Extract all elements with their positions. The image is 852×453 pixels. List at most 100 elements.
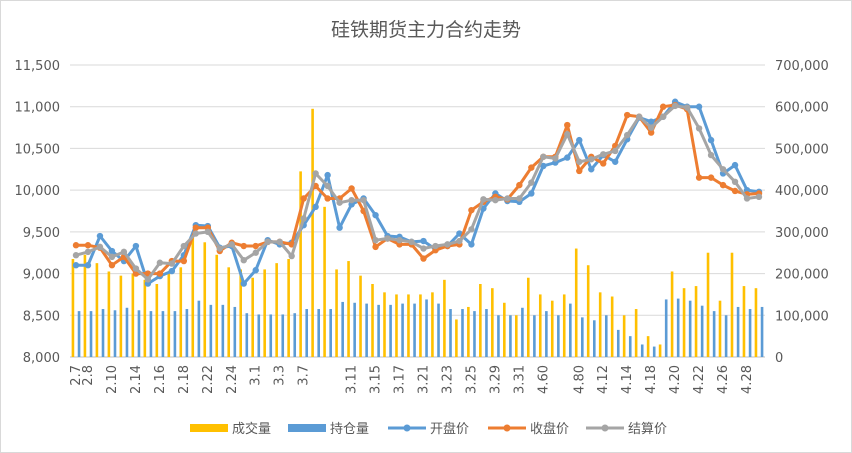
open-interest-bar [233,306,237,357]
open-interest-bar [209,304,213,357]
open-price-point [312,203,319,211]
settlement-price-point [408,238,415,246]
open-interest-bar [365,303,368,357]
open-price-point [108,247,116,255]
close-price-point [180,257,188,265]
open-price-point [72,262,80,269]
open-interest-bar [245,313,249,357]
open-interest-bar [652,346,656,357]
settlement-price-point [264,238,271,246]
x-axis-tick-label: 2.22 [201,365,216,394]
volume-bar [503,302,506,357]
legend-marker-open-price [403,424,411,432]
open-price-point [420,237,427,245]
volume-bar [71,258,75,357]
open-interest-bar [113,310,117,357]
legend-marker-close-price [503,424,511,432]
settlement-price-point [755,193,763,201]
volume-bar [251,277,254,357]
close-price-point [623,111,631,119]
right-axis-tick-label: 100,000 [775,309,829,324]
open-price-point [588,166,595,173]
settlement-price-point [168,260,176,267]
legend-label-open-price: 开盘价 [430,421,469,437]
chart-title: 硅铁期货主力合约走势 [331,19,521,41]
settlement-price-point [384,235,391,242]
open-interest-bar [748,309,752,357]
open-interest-bar [521,307,524,357]
volume-bar [323,206,326,357]
open-interest-bar [389,304,392,357]
open-price-point [647,118,655,125]
open-interest-bar [461,309,464,357]
volume-bar [143,279,147,357]
open-price-point [707,136,715,144]
open-interest-bar [557,315,560,357]
volume-bar [407,294,410,357]
open-interest-bar [449,309,452,357]
open-interest-bar [221,304,225,357]
x-axis-tick-label: 3.15 [369,365,384,394]
open-interest-bar [125,307,129,357]
left-axis-tick-label: 10,500 [15,142,61,157]
settlement-price-point [432,242,439,250]
open-price-point [576,136,583,144]
close-price-point [695,174,703,181]
open-price-point [372,211,379,219]
settlement-price-point [480,196,487,203]
open-interest-bar [604,315,608,357]
x-axis-tick-label: 4.26 [716,365,731,394]
close-price-point [300,195,307,202]
volume-bar [670,271,674,357]
left-axis-tick-label: 9,500 [23,226,60,241]
volume-bar [467,306,470,357]
volume-bar [227,267,231,357]
close-price-point [420,255,427,262]
volume-bar [610,296,614,357]
close-price-point [372,243,379,251]
volume-bar [215,254,219,357]
volume-bar [371,284,374,357]
x-axis-tick-label: 4.20 [668,365,683,394]
volume-bar [239,269,242,357]
volume-bar [455,319,458,357]
open-interest-bar [281,314,285,357]
open-price-point [564,154,571,161]
open-price-point [336,224,343,231]
x-axis-tick-label: 2.7 [69,365,84,386]
x-axis: 2.72.8 2.10 2.14 2.16 2.18 2.22 2.24 3.1 3.3 3.7 3… [69,365,755,394]
close-price-point [192,224,200,231]
volume-bar [347,261,350,357]
volume-bar [562,294,566,357]
volume-bar [299,171,302,357]
open-price-point [252,267,259,274]
volume-bar [682,288,686,357]
close-price-point [84,242,92,249]
open-interest-bar [437,303,440,357]
volume-bar [191,236,195,357]
settlement-price-point [72,252,80,259]
settlement-price-point [528,179,535,186]
x-axis-tick-label: 2.24 [225,365,240,394]
close-price-point [719,181,727,189]
open-interest-bar [137,310,141,357]
settlement-price-line [75,104,760,281]
legend-label-close-price: 收盘价 [530,421,569,437]
open-interest-bar [664,299,668,357]
settlement-price-point [683,104,691,111]
volume-bar [526,277,530,357]
volume-bar [646,336,650,357]
settlement-price-point [671,102,679,110]
settlement-price-point [504,195,511,202]
left-axis: 8,000 8,500 9,000 9,500 10,000 10,500 11,000 11… [15,59,61,366]
settlement-price-point [420,245,427,252]
settlement-price-point [600,151,607,158]
volume-bar [730,252,734,357]
close-price-point [528,164,535,171]
volume-bar [335,269,338,357]
close-price-point [707,174,715,181]
close-price-point [468,206,475,214]
volume-bar [586,265,590,357]
volume-bar [203,242,207,357]
left-axis-tick-label: 9,000 [23,268,60,283]
